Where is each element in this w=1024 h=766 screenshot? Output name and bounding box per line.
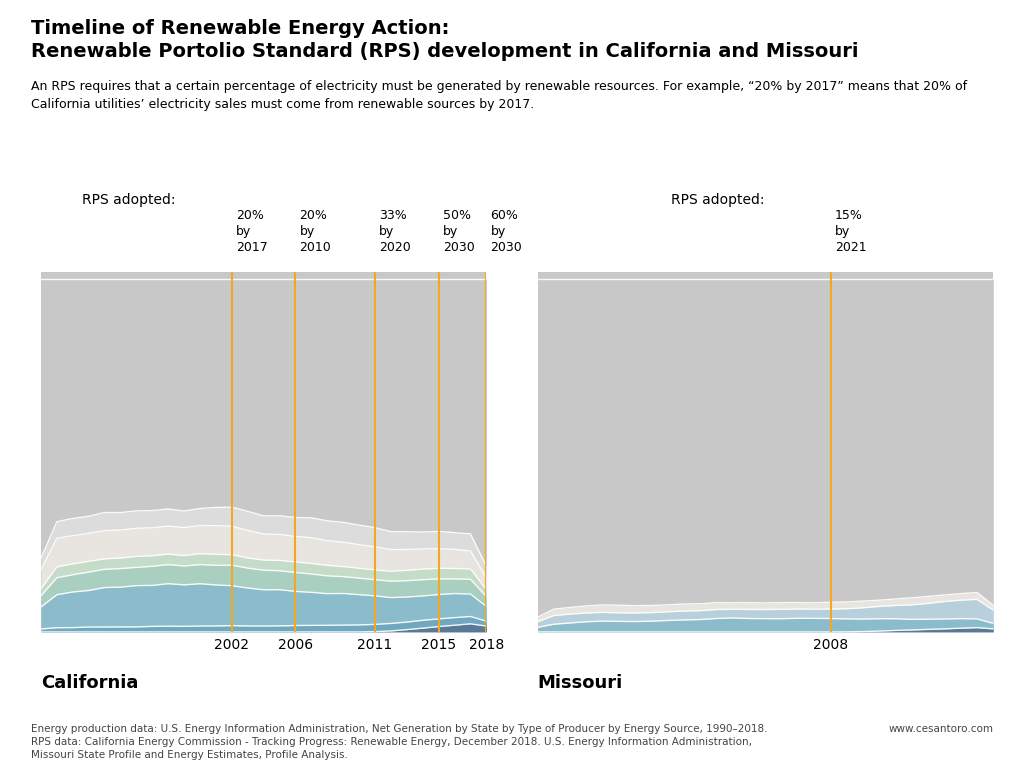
Text: 33%
by
2020: 33% by 2020 — [379, 209, 411, 254]
Text: 60%
by
2030: 60% by 2030 — [490, 209, 522, 254]
Text: RPS adopted:: RPS adopted: — [671, 193, 764, 207]
Text: 20%
by
2010: 20% by 2010 — [300, 209, 332, 254]
Text: 50%
by
2030: 50% by 2030 — [442, 209, 474, 254]
Text: Renewable Portolio Standard (RPS) development in California and Missouri: Renewable Portolio Standard (RPS) develo… — [31, 42, 858, 61]
Text: Missouri: Missouri — [538, 674, 623, 692]
Text: An RPS requires that a certain percentage of electricity must be generated by re: An RPS requires that a certain percentag… — [31, 80, 967, 111]
Text: 20%
by
2017: 20% by 2017 — [236, 209, 267, 254]
Text: California: California — [41, 674, 138, 692]
Text: www.cesantoro.com: www.cesantoro.com — [888, 724, 993, 734]
Text: 15%
by
2021: 15% by 2021 — [835, 209, 866, 254]
Text: RPS adopted:: RPS adopted: — [82, 193, 175, 207]
Text: Energy production data: U.S. Energy Information Administration, Net Generation b: Energy production data: U.S. Energy Info… — [31, 724, 767, 761]
Text: Timeline of Renewable Energy Action:: Timeline of Renewable Energy Action: — [31, 19, 450, 38]
